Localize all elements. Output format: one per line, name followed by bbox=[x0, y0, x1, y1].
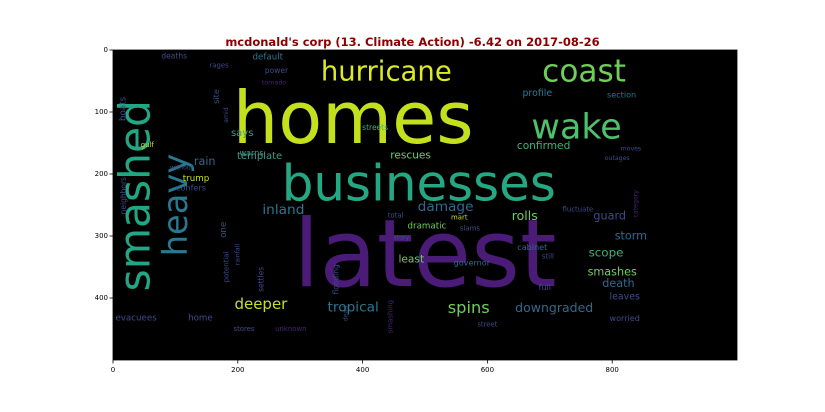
word-dead: dead bbox=[342, 306, 349, 322]
word-cabinet: cabinet bbox=[517, 242, 547, 252]
word-storm: storm bbox=[615, 230, 647, 243]
word-rages: rages bbox=[209, 62, 229, 70]
word-boats: boats bbox=[119, 96, 129, 121]
word-flooding: flooding bbox=[331, 264, 340, 294]
word-section: section bbox=[607, 90, 636, 100]
word-smashed: smashed bbox=[110, 100, 159, 291]
word-power: power bbox=[265, 66, 289, 75]
word-neighbors: neighbors bbox=[119, 177, 128, 214]
word-unknown: unknown bbox=[275, 325, 306, 333]
word-heavy: heavy bbox=[156, 154, 195, 257]
word-rolls: rolls bbox=[512, 208, 538, 223]
word-smashing: smashing bbox=[387, 300, 395, 333]
word-death: death bbox=[602, 277, 634, 290]
word-confirmed: confirmed bbox=[517, 140, 570, 152]
word-rainfall: rainfall bbox=[234, 244, 241, 266]
word-gulf: gulf bbox=[141, 141, 155, 149]
word-outages: outages bbox=[605, 155, 630, 162]
word-slams: slams bbox=[460, 225, 480, 233]
x-tick-label: 600 bbox=[481, 366, 494, 374]
word-stores: stores bbox=[233, 325, 254, 333]
plot-frame bbox=[112, 49, 738, 361]
word-scope: scope bbox=[589, 246, 624, 260]
word-governor: governor bbox=[454, 258, 491, 268]
word-worried: worried bbox=[609, 313, 639, 323]
word-moves: moves bbox=[621, 146, 642, 153]
word-one: one bbox=[219, 222, 229, 238]
word-deaths: deaths bbox=[161, 52, 187, 61]
word-rescues: rescues bbox=[390, 149, 431, 161]
word-businesses: businesses bbox=[282, 154, 556, 212]
plot-background bbox=[113, 50, 737, 360]
word-inland: inland bbox=[262, 202, 304, 218]
word-story: story bbox=[393, 234, 409, 241]
word-site: site bbox=[211, 89, 221, 104]
y-tick-label: 200 bbox=[95, 170, 108, 178]
word-dramatic: dramatic bbox=[408, 222, 447, 232]
word-potential: potential bbox=[223, 252, 231, 283]
y-tick-label: 100 bbox=[95, 108, 108, 116]
y-tick-label: 0 bbox=[104, 46, 108, 54]
word-amid: amid bbox=[223, 107, 230, 123]
word-template: template bbox=[237, 151, 282, 162]
word-rain: rain bbox=[194, 155, 216, 168]
word-without: without bbox=[170, 164, 194, 171]
word-hurricane: hurricane bbox=[321, 56, 452, 88]
word-full: full bbox=[539, 282, 551, 292]
word-home: home bbox=[188, 314, 213, 324]
word-street: street bbox=[477, 321, 497, 329]
word-leaves: leaves bbox=[610, 291, 640, 302]
y-tick-label: 300 bbox=[95, 232, 108, 240]
chart-title: mcdonald's corp (13. Climate Action) -6.… bbox=[225, 35, 600, 49]
word-downgraded: downgraded bbox=[515, 300, 593, 315]
word-least: least bbox=[398, 254, 424, 266]
word-wake: wake bbox=[531, 108, 621, 148]
word-streets: streets bbox=[362, 123, 388, 132]
word-guard: guard bbox=[593, 210, 626, 223]
word-mart: mart bbox=[451, 213, 468, 221]
x-tick-label: 800 bbox=[606, 366, 619, 374]
word-latest: latest bbox=[293, 200, 556, 309]
y-tick-label: 400 bbox=[95, 294, 108, 302]
word-profile: profile bbox=[522, 88, 552, 99]
word-tropical: tropical bbox=[328, 299, 379, 315]
word-fluctuate: fluctuate bbox=[563, 205, 594, 213]
word-coast: coast bbox=[542, 54, 626, 90]
word-settles: settles bbox=[256, 267, 265, 292]
word-says: says bbox=[231, 128, 253, 139]
word-total: total bbox=[388, 212, 404, 220]
word-tornado: tornado bbox=[262, 79, 286, 86]
word-deeper: deeper bbox=[234, 295, 288, 313]
word-trump: trump bbox=[183, 174, 210, 184]
word-evacuees: evacuees bbox=[115, 314, 157, 324]
word-warns: warns bbox=[239, 147, 263, 157]
x-tick-label: 0 bbox=[111, 366, 115, 374]
word-default: default bbox=[253, 52, 284, 62]
x-tick-label: 200 bbox=[231, 366, 244, 374]
word-homes: homes bbox=[233, 76, 474, 160]
word-still: still bbox=[542, 253, 554, 261]
word-category: category bbox=[632, 190, 639, 218]
word-spins: spins bbox=[448, 298, 490, 317]
word-smashes: smashes bbox=[588, 266, 637, 279]
x-tick-label: 400 bbox=[356, 366, 369, 374]
word-confers: confers bbox=[176, 183, 206, 193]
word-damage: damage bbox=[418, 199, 474, 215]
